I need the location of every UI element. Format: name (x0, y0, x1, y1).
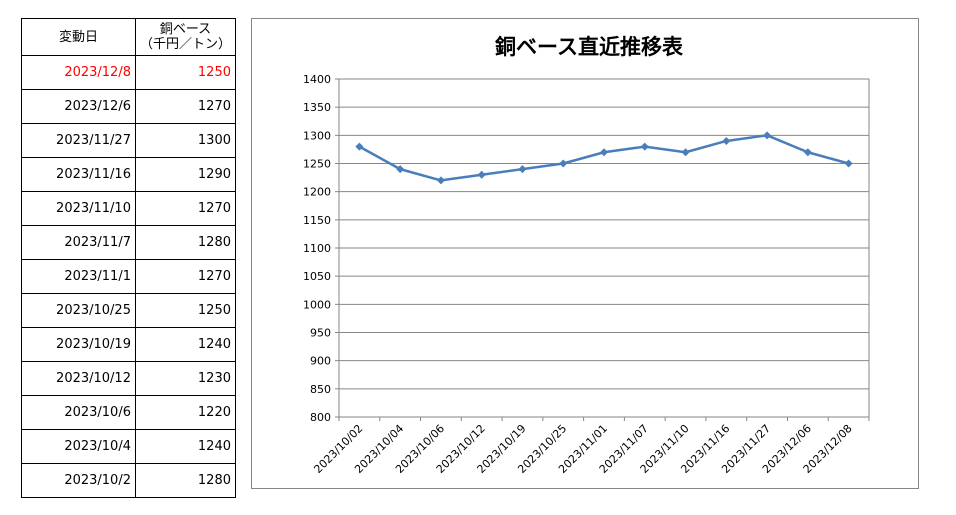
data-point (518, 165, 527, 174)
data-point (722, 136, 731, 145)
gridlines (339, 78, 869, 418)
y-tick-label: 1350 (303, 101, 331, 114)
row-date: 2023/11/1 (21, 259, 136, 294)
data-point (763, 131, 772, 140)
chart-title: 銅ベース直近推移表 (495, 35, 684, 59)
row-date: 2023/10/2 (21, 463, 136, 498)
data-point (477, 170, 486, 179)
row-date: 2023/10/19 (21, 327, 136, 362)
table-body: 2023/12/8 1250 2023/12/6 1270 2023/11/27 1300… (21, 55, 237, 498)
header-value-line2: （千円／トン） (139, 37, 231, 52)
y-tick-label: 1000 (303, 298, 331, 311)
table-row: 2023/10/6 1220 (21, 395, 237, 430)
row-date: 2023/11/27 (21, 123, 136, 158)
y-tick-label: 900 (310, 355, 331, 368)
y-tick-label: 850 (310, 383, 331, 396)
y-tick-label: 950 (310, 327, 331, 340)
row-date: 2023/10/12 (21, 361, 136, 396)
row-value: 1240 (134, 327, 237, 362)
table-row: 2023/11/7 1280 (21, 225, 237, 260)
line-chart: 銅ベース直近推移表 800 850 900 950 1000 1050 1100 1150 12… (303, 35, 870, 476)
row-value: 1250 (134, 55, 237, 90)
x-axis-ticks: 2023/10/022023/10/042023/10/062023/10/12… (311, 417, 870, 476)
table-row: 2023/11/1 1270 (21, 259, 237, 294)
row-value: 1280 (134, 463, 237, 498)
y-tick-label: 1100 (303, 242, 331, 255)
row-value: 1220 (134, 395, 237, 430)
data-point (640, 142, 649, 151)
y-tick-label: 1200 (303, 186, 331, 199)
y-tick-label: 1400 (303, 73, 331, 86)
table-row: 2023/11/16 1290 (21, 157, 237, 192)
row-value: 1230 (134, 361, 237, 396)
row-date: 2023/12/6 (21, 89, 136, 124)
data-point (803, 148, 812, 157)
row-date: 2023/11/16 (21, 157, 136, 192)
row-value: 1270 (134, 259, 237, 294)
row-date: 2023/12/8 (21, 55, 136, 90)
data-point (396, 165, 405, 174)
table-row: 2023/12/8 1250 (21, 55, 237, 90)
row-value: 1290 (134, 157, 237, 192)
row-value: 1240 (134, 429, 237, 464)
data-point (436, 176, 445, 185)
row-value: 1280 (134, 225, 237, 260)
data-point (600, 148, 608, 157)
data-point (844, 159, 853, 168)
header-date: 変動日 (21, 18, 136, 56)
row-date: 2023/10/25 (21, 293, 136, 328)
table-header-row: 変動日 銅ベース （千円／トン） (21, 18, 237, 56)
y-tick-label: 1050 (303, 270, 331, 283)
table-row: 2023/10/19 1240 (21, 327, 237, 362)
data-point (681, 148, 690, 157)
row-date: 2023/10/4 (21, 429, 136, 464)
row-value: 1300 (134, 123, 237, 158)
table-row: 2023/11/10 1270 (21, 191, 237, 226)
y-axis-ticks: 800 850 900 950 1000 1050 1100 1150 1200 1250 1300… (303, 73, 339, 424)
y-tick-label: 1250 (303, 158, 331, 171)
series-layer (355, 131, 853, 185)
row-date: 2023/10/6 (21, 395, 136, 430)
row-date: 2023/11/10 (21, 191, 136, 226)
row-value: 1250 (134, 293, 237, 328)
table-row: 2023/10/4 1240 (21, 429, 237, 464)
y-tick-label: 800 (310, 411, 331, 424)
table-row: 2023/10/2 1280 (21, 463, 237, 498)
data-point (559, 159, 568, 168)
chart-area: 銅ベース直近推移表 800 850 900 950 1000 1050 1100 1150 12… (251, 18, 919, 489)
row-date: 2023/11/7 (21, 225, 136, 260)
row-value: 1270 (134, 89, 237, 124)
table-row: 2023/12/6 1270 (21, 89, 237, 124)
data-point (355, 142, 364, 151)
header-value-line1: 銅ベース (159, 22, 212, 37)
table-row: 2023/10/12 1230 (21, 361, 237, 396)
table-row: 2023/11/27 1300 (21, 123, 237, 158)
y-tick-label: 1300 (303, 129, 331, 142)
row-value: 1270 (134, 191, 237, 226)
series-line (358, 134, 849, 182)
table-row: 2023/10/25 1250 (21, 293, 237, 328)
header-value: 銅ベース （千円／トン） (134, 18, 237, 56)
y-tick-label: 1150 (303, 214, 331, 227)
price-table: 変動日 銅ベース （千円／トン） 2023/12/8 1250 2023/12/6 1… (21, 18, 237, 498)
